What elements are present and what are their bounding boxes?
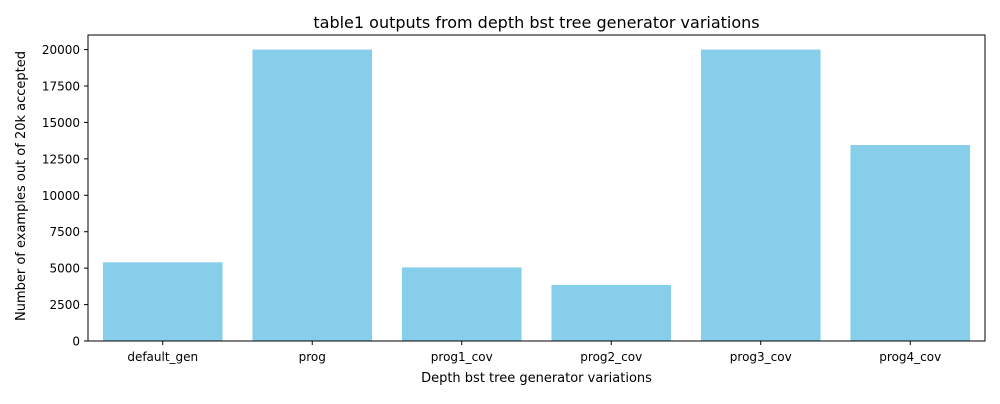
y-tick-label: 2500 bbox=[49, 298, 80, 312]
x-tick-label: prog3_cov bbox=[730, 350, 792, 364]
x-axis-label: Depth bst tree generator variations bbox=[421, 371, 652, 386]
x-tick-label: prog2_cov bbox=[580, 350, 642, 364]
y-tick-label: 5000 bbox=[49, 262, 80, 276]
bar-prog4_cov bbox=[850, 145, 971, 341]
plot-area: 0 2500 5000 7500 10000 12500 15000 17500 20000 de… bbox=[42, 34, 986, 364]
x-tick-label: default_gen bbox=[127, 350, 198, 364]
bar-prog2_cov bbox=[551, 284, 672, 341]
x-tick-label: prog1_cov bbox=[431, 350, 493, 364]
bar-default_gen bbox=[102, 262, 223, 341]
y-tick-label: 17500 bbox=[42, 80, 80, 94]
y-axis-label: Number of examples out of 20k accepted bbox=[14, 51, 29, 321]
y-tick-label: 10000 bbox=[42, 189, 80, 203]
bar-prog bbox=[252, 49, 373, 341]
y-tick-label: 7500 bbox=[49, 225, 80, 239]
bar-prog3_cov bbox=[700, 49, 821, 341]
axes-frame bbox=[87, 34, 986, 342]
bar-prog1_cov bbox=[401, 267, 522, 341]
y-tick-label: 0 bbox=[72, 335, 80, 349]
x-tick-label: prog4_cov bbox=[879, 350, 941, 364]
x-tick-label: prog bbox=[299, 350, 326, 364]
y-tick-label: 15000 bbox=[42, 116, 80, 130]
y-tick-label: 20000 bbox=[42, 43, 80, 57]
y-tick-label: 12500 bbox=[42, 152, 80, 166]
chart-title: table1 outputs from depth bst tree gener… bbox=[313, 13, 759, 32]
